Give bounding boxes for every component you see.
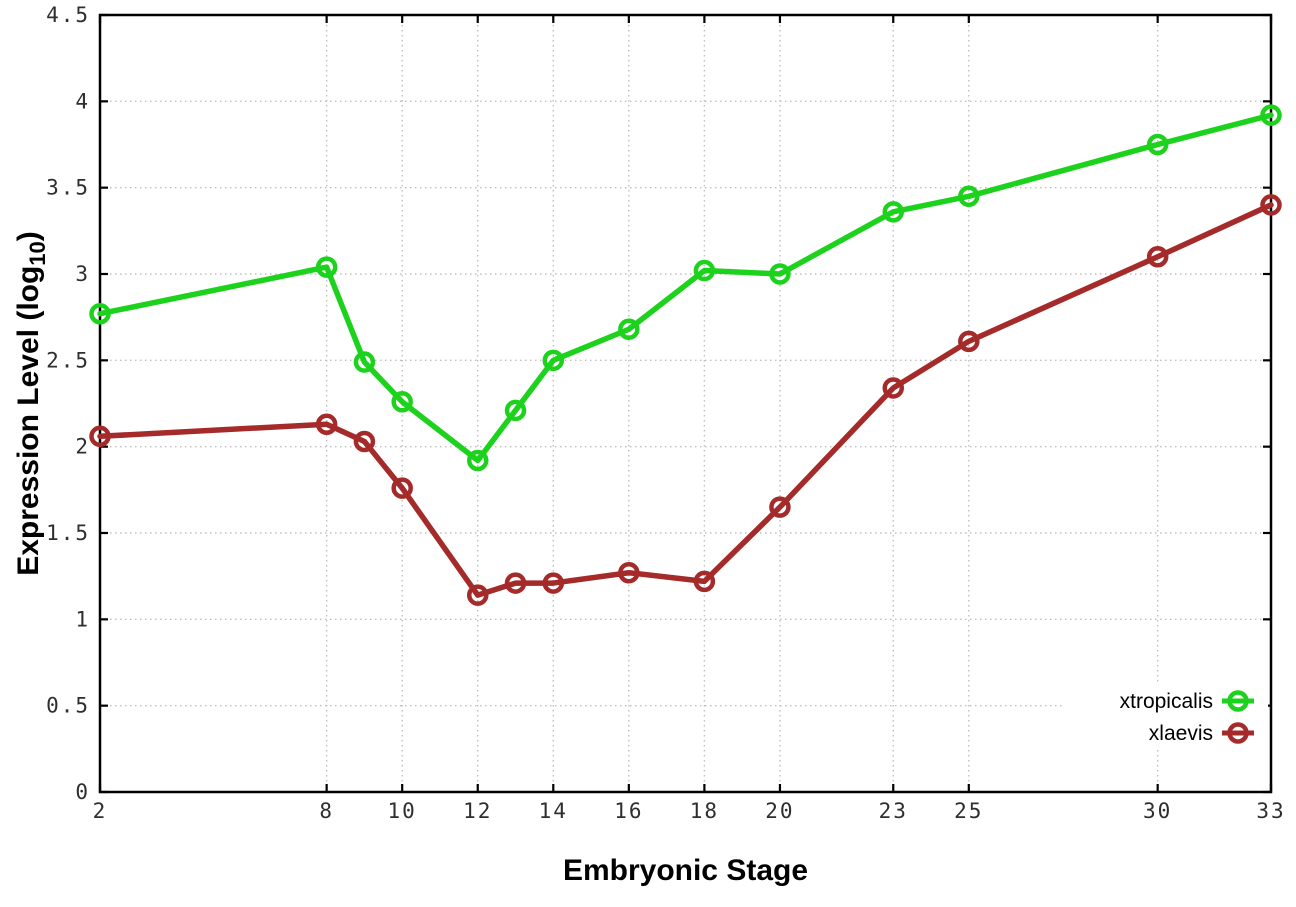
marker-xlaevis-stage-10 xyxy=(391,477,413,499)
legend: xtropicalis xlaevis xyxy=(1062,684,1268,750)
tick-marks xyxy=(98,13,1273,794)
marker-xlaevis-stage-9 xyxy=(353,430,376,453)
marker-xtropicalis-stage-16 xyxy=(618,318,640,341)
x-tick-label-30: 30 xyxy=(1143,799,1172,823)
x-tick-label-8: 8 xyxy=(319,799,334,823)
marker-xlaevis-stage-13 xyxy=(504,572,527,594)
legend-entry-xtropicalis: xtropicalis xyxy=(1120,690,1254,713)
x-tick-label-16: 16 xyxy=(614,799,643,823)
marker-xtropicalis-stage-20 xyxy=(769,263,791,285)
y-tick-label-0: 0 xyxy=(75,780,90,804)
legend-marker-icon-xtropicalis xyxy=(1227,690,1249,712)
marker-xlaevis-stage-18 xyxy=(693,570,716,593)
marker-xlaevis-stage-16 xyxy=(618,561,640,584)
marker-xtropicalis-stage-10 xyxy=(391,391,413,413)
series-xlaevis xyxy=(89,194,1282,606)
y-tick-labels: 0 0.5 1 1.5 2 2.5 3 3.5 4 4.5 xyxy=(46,3,90,804)
marker-xlaevis-stage-33 xyxy=(1260,194,1282,216)
marker-xtropicalis-stage-14 xyxy=(542,349,565,372)
marker-xlaevis-stage-20 xyxy=(769,496,791,518)
marker-xlaevis-stage-23 xyxy=(882,377,905,399)
marker-xtropicalis-stage-9 xyxy=(353,351,376,373)
y-tick-label-3.5: 3.5 xyxy=(46,176,90,200)
x-tick-label-33: 33 xyxy=(1256,799,1285,823)
y-tick-label-2: 2 xyxy=(75,435,90,459)
legend-label-xtropicalis: xtropicalis xyxy=(1120,690,1213,713)
y-tick-label-1: 1 xyxy=(75,607,90,631)
x-tick-label-10: 10 xyxy=(388,799,417,823)
marker-xtropicalis-stage-12 xyxy=(466,449,489,472)
marker-xlaevis-stage-25 xyxy=(958,330,980,353)
marker-xtropicalis-stage-2 xyxy=(89,302,111,325)
x-tick-label-18: 18 xyxy=(690,799,719,823)
legend-label-xlaevis: xlaevis xyxy=(1149,722,1213,745)
marker-xlaevis-stage-8 xyxy=(315,413,338,435)
marker-xtropicalis-stage-25 xyxy=(958,185,980,208)
y-tick-label-1.5: 1.5 xyxy=(46,521,90,545)
x-tick-label-23: 23 xyxy=(879,799,908,823)
legend-entry-xlaevis: xlaevis xyxy=(1149,722,1254,745)
marker-xlaevis-stage-14 xyxy=(542,572,565,594)
x-tick-label-14: 14 xyxy=(539,799,568,823)
y-tick-label-2.5: 2.5 xyxy=(46,348,90,372)
x-tick-label-20: 20 xyxy=(765,799,794,823)
y-tick-label-4.5: 4.5 xyxy=(46,3,90,27)
x-tick-labels: 2 8 10 12 14 16 18 20 23 25 30 33 xyxy=(93,799,1285,823)
y-tick-label-4: 4 xyxy=(75,89,90,113)
x-axis-title: Embryonic Stage xyxy=(563,854,808,887)
marker-xlaevis-stage-12 xyxy=(466,584,489,606)
x-tick-label-2: 2 xyxy=(93,799,108,823)
marker-xtropicalis-stage-33 xyxy=(1260,104,1282,126)
x-tick-label-12: 12 xyxy=(463,799,492,823)
marker-xtropicalis-stage-13 xyxy=(504,399,527,422)
y-tick-label-0.5: 0.5 xyxy=(46,694,90,718)
marker-xlaevis-stage-2 xyxy=(89,425,111,448)
marker-xlaevis-stage-30 xyxy=(1146,245,1169,268)
legend-marker-icon-xlaevis xyxy=(1227,722,1249,744)
marker-xtropicalis-stage-30 xyxy=(1146,133,1169,156)
marker-xtropicalis-stage-18 xyxy=(693,259,716,282)
marker-xtropicalis-stage-23 xyxy=(882,201,905,223)
series-xtropicalis xyxy=(89,104,1282,472)
x-tick-label-25: 25 xyxy=(954,799,983,823)
plot-frame xyxy=(98,13,1273,794)
y-axis-title: Expression Level (log10) xyxy=(12,231,50,576)
marker-xtropicalis-stage-8 xyxy=(315,256,338,278)
y-tick-label-3: 3 xyxy=(75,262,90,286)
